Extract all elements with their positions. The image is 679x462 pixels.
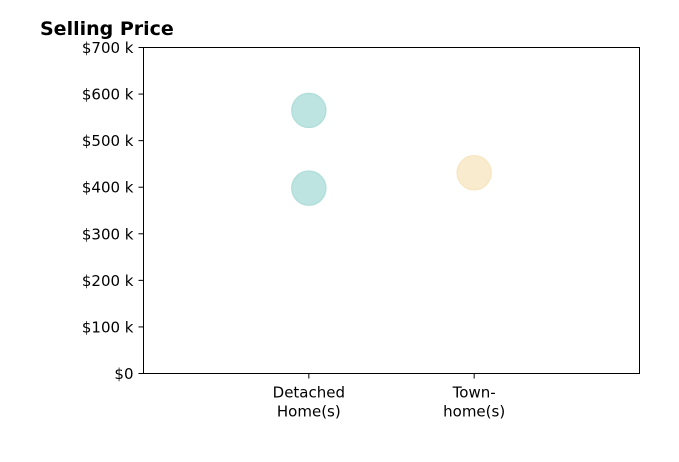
y-tick-label: $200 k <box>82 272 134 290</box>
data-point <box>456 155 492 191</box>
y-tick-label: $100 k <box>82 318 134 336</box>
y-axis: $0 $100 k $200 k $300 k $400 k $500 k $600 k $7… <box>82 39 144 383</box>
y-tick-label: $700 k <box>82 39 134 57</box>
y-tick-label: $500 k <box>82 132 134 150</box>
data-points <box>291 92 492 206</box>
chart-title: Selling Price <box>40 18 174 40</box>
x-axis: Detached Home(s) Town-home(s) <box>273 373 505 421</box>
plot-frame <box>143 47 640 374</box>
y-tick-label: $0 <box>114 365 133 383</box>
y-tick-label: $600 k <box>82 86 134 104</box>
x-tick-label: Detached Home(s) <box>273 384 345 421</box>
data-point <box>291 170 327 206</box>
y-tick-label: $400 k <box>82 179 134 197</box>
x-tick-label: Town-home(s) <box>443 384 505 421</box>
y-tick-label: $300 k <box>82 225 134 243</box>
data-point <box>291 92 327 129</box>
